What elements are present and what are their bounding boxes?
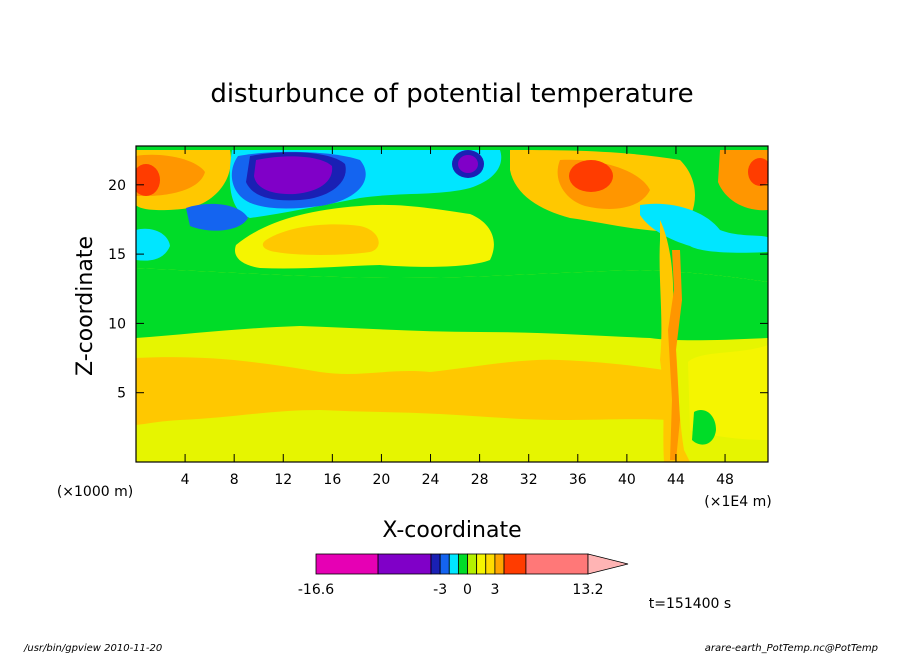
colorbar-segment	[430, 553, 441, 575]
colorbar-segment	[503, 553, 527, 575]
y-axis-label: Z-coordinate	[73, 236, 98, 376]
colorbar-segment	[377, 553, 432, 575]
x-tick-label: 28	[471, 472, 489, 488]
chart-title: disturbunce of potential temperature	[210, 79, 693, 109]
colorbar-segment	[448, 553, 459, 575]
footer-left: /usr/bin/gpview 2010-11-20	[23, 643, 162, 654]
colorbar-segment	[439, 553, 450, 575]
time-label: t=151400 s	[649, 596, 731, 612]
colorbar-segment	[315, 553, 379, 575]
x-tick-label: 36	[569, 472, 587, 488]
x-unit-left: (×1000 m)	[57, 484, 133, 500]
footer-right: arare-earth_PotTemp.nc@PotTemp	[705, 643, 878, 654]
colorbar-segment	[485, 553, 496, 575]
x-tick-label: 8	[230, 472, 239, 488]
y-tick-label: 20	[108, 178, 126, 194]
y-tick-label: 5	[117, 386, 126, 402]
colorbar	[315, 553, 629, 575]
x-axis-label: X-coordinate	[382, 518, 521, 543]
x-tick-label: 32	[520, 472, 538, 488]
colorbar-segment	[467, 553, 478, 575]
x-tick-label: 12	[274, 472, 292, 488]
x-tick-label: 16	[323, 472, 341, 488]
y-tick-label: 10	[108, 316, 126, 332]
colorbar-label: -16.6	[298, 582, 334, 598]
x-unit-right: (×1E4 m)	[704, 494, 771, 510]
colorbar-label: -3	[433, 582, 447, 598]
colorbar-segment	[494, 553, 505, 575]
x-tick-label: 4	[181, 472, 190, 488]
x-axis-ticks: 4 8 12 16 20 24 28 32 36 40 44 48	[181, 146, 734, 488]
plot-frame	[135, 145, 769, 463]
colorbar-segment	[525, 553, 589, 575]
colorbar-extend-arrow	[587, 553, 629, 575]
y-tick-label: 15	[108, 247, 126, 263]
colorbar-label: 0	[463, 582, 472, 598]
y-axis-ticks: 5 10 15 20	[108, 178, 768, 402]
colorbar-label: 3	[490, 582, 499, 598]
colorbar-segment	[476, 553, 487, 575]
colorbar-segment	[457, 553, 468, 575]
heatmap-field	[136, 146, 768, 462]
colorbar-label: 13.2	[572, 582, 603, 598]
x-tick-label: 48	[716, 472, 734, 488]
x-tick-label: 24	[422, 472, 440, 488]
x-tick-label: 44	[667, 472, 685, 488]
x-tick-label: 40	[618, 472, 636, 488]
x-tick-label: 20	[373, 472, 391, 488]
colorbar-tick-labels: -16.6 -3 0 3 13.2	[298, 582, 604, 598]
